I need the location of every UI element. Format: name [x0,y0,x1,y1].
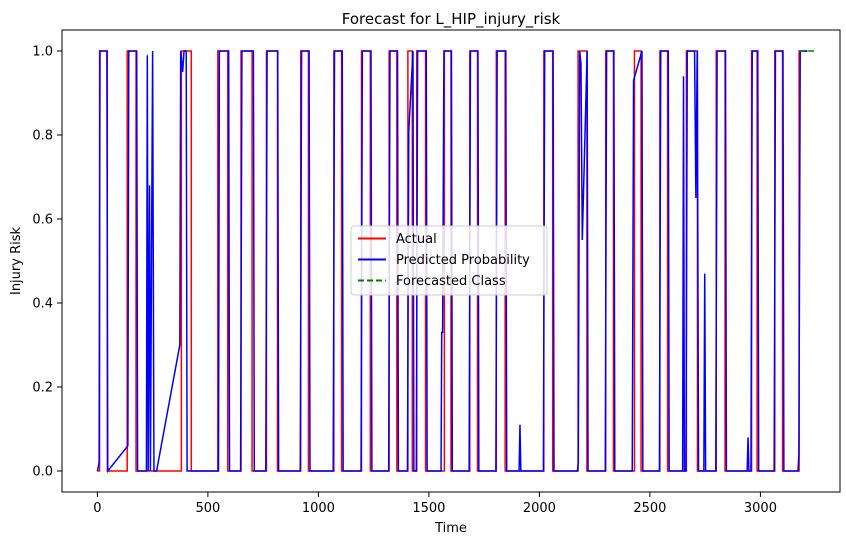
x-tick-label: 3000 [744,501,777,516]
y-axis-label: Injury Risk [9,227,24,296]
x-tick-label: 1000 [302,501,335,516]
series-line-predicted-probability [96,50,808,474]
legend-label-forecasted-class: Forecasted Class [396,274,506,289]
x-tick-label: 2500 [633,501,666,516]
x-axis: 0 500 1000 1500 2000 2500 3000 [93,492,777,516]
legend-label-predicted-probability: Predicted Probability [396,253,530,268]
x-tick-label: 1500 [412,501,445,516]
x-tick-label: 500 [195,501,220,516]
y-tick-label: 0.4 [32,297,53,312]
y-tick-label: 0.6 [32,213,53,228]
legend-box [350,225,548,296]
x-axis-label: Time [434,521,467,536]
plot-frame [61,29,841,493]
y-tick-label: 0.2 [32,381,53,396]
legend-label-actual: Actual [396,232,437,247]
y-tick-label: 0.0 [32,465,53,480]
x-tick-label: 0 [93,501,101,516]
x-tick-label: 2000 [523,501,556,516]
y-tick-label: 0.8 [32,129,53,144]
y-axis: 0.0 0.2 0.4 0.6 0.8 1.0 [32,45,62,480]
legend: Actual Predicted Probability Forecasted … [350,225,548,296]
chart-title: Forecast for L_HIP_injury_risk [342,10,561,29]
y-tick-label: 1.0 [32,45,53,60]
